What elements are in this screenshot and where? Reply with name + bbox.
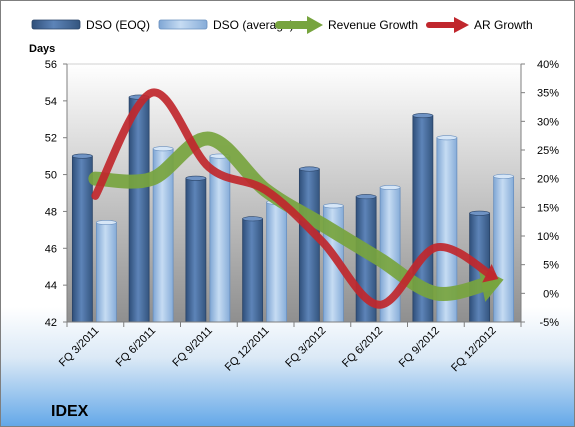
x-tick-label-fq-9-2011: FQ 9/2011	[170, 325, 215, 370]
right-tick-label-0: 0%	[543, 288, 559, 300]
bar-cap-dso-eoq-4	[242, 216, 263, 222]
x-axis-ticks: FQ 3/2011 FQ 6/2011 FQ 9/2011 FQ 12/2011 FQ …	[57, 322, 522, 375]
legend-label-ar-growth: AR Growth	[474, 18, 533, 32]
x-tick-label-fq-3-2011: FQ 3/2011	[57, 325, 102, 370]
bar-cap-dso-eoq-3	[185, 175, 207, 181]
left-tick-label-56: 56	[45, 59, 57, 71]
legend-swatch-dso-average	[158, 19, 208, 30]
right-tick-label-25: 25%	[537, 145, 559, 157]
left-tick-label-42: 42	[45, 317, 57, 329]
left-tick-label-46: 46	[45, 243, 57, 255]
right-tick-label-5: -5%	[539, 317, 559, 329]
bar-cap-dso-average-1	[96, 219, 117, 225]
right-tick-label-20: 20%	[537, 174, 559, 186]
legend-arrowhead-ar-growth	[454, 17, 469, 33]
legend-label-dso-average: DSO (average)	[213, 18, 294, 32]
bar-cap-dso-eoq-1	[72, 153, 93, 159]
right-tick-label-5: 5%	[543, 260, 559, 272]
bar-cap-dso-average-6	[379, 184, 401, 190]
left-axis-title: Days	[29, 43, 55, 55]
right-tick-label-10: 10%	[537, 231, 559, 243]
bar-dso-eoq-2	[128, 96, 150, 323]
right-tick-label-15: 15%	[537, 202, 559, 214]
arrowhead-ar-growth	[482, 263, 499, 283]
x-tick-label-fq-3-2012: FQ 3/2012	[283, 325, 328, 370]
bar-dso-average-1	[95, 222, 117, 323]
line-ar-growth	[91, 88, 497, 309]
legend-swatch-dso-eoq	[31, 19, 81, 30]
bar-cap-dso-eoq-7	[412, 113, 434, 119]
x-tick-label-fq-6-2011: FQ 6/2011	[114, 325, 159, 370]
right-tick-label-30: 30%	[537, 116, 559, 128]
bar-layer	[71, 94, 515, 323]
bar-dso-eoq-4	[242, 218, 264, 323]
company-name: IDEX	[51, 403, 89, 420]
bar-dso-eoq-3	[185, 177, 207, 323]
left-tick-label-44: 44	[45, 280, 57, 292]
left-tick-label-52: 52	[45, 133, 57, 145]
bar-dso-eoq-5	[298, 168, 320, 323]
bar-dso-average-4	[266, 201, 288, 323]
left-tick-label-50: 50	[45, 170, 57, 182]
x-tick-label-fq-6-2012: FQ 6/2012	[340, 325, 385, 370]
left-tick-label-48: 48	[45, 206, 57, 218]
bar-cap-dso-average-5	[323, 203, 344, 209]
bar-cap-dso-average-2	[152, 146, 174, 152]
x-tick-label-fq-12-2012: FQ 12/2012	[449, 325, 499, 375]
bar-cap-dso-eoq-8	[469, 210, 490, 216]
bar-dso-average-8	[493, 176, 515, 323]
legend-label-revenue-growth: Revenue Growth	[328, 18, 418, 32]
bar-cap-dso-average-8	[493, 173, 514, 179]
legend-label-dso-eoq: DSO (EOQ)	[86, 18, 150, 32]
x-tick-label-fq-12-2011: FQ 12/2011	[223, 325, 272, 374]
x-tick-label-fq-9-2012: FQ 9/2012	[397, 325, 442, 370]
right-tick-label-35: 35%	[537, 88, 559, 100]
bar-cap-dso-eoq-5	[299, 166, 320, 172]
left-tick-label-54: 54	[45, 96, 57, 108]
right-axis-ticks: -5% 0% 5% 10% 15% 20% 25% 30% 35% 40%	[521, 59, 559, 329]
left-axis-ticks: 42 44 46 48 50 52 54 56	[45, 59, 67, 329]
legend: DSO (EOQ) DSO (average) Revenue Growth A…	[31, 16, 533, 34]
legend-arrowhead-revenue-growth	[307, 16, 323, 34]
right-tick-label-40: 40%	[537, 59, 559, 71]
line-layer	[88, 88, 504, 309]
bar-cap-dso-average-7	[436, 135, 458, 141]
bar-cap-dso-eoq-6	[355, 194, 377, 200]
